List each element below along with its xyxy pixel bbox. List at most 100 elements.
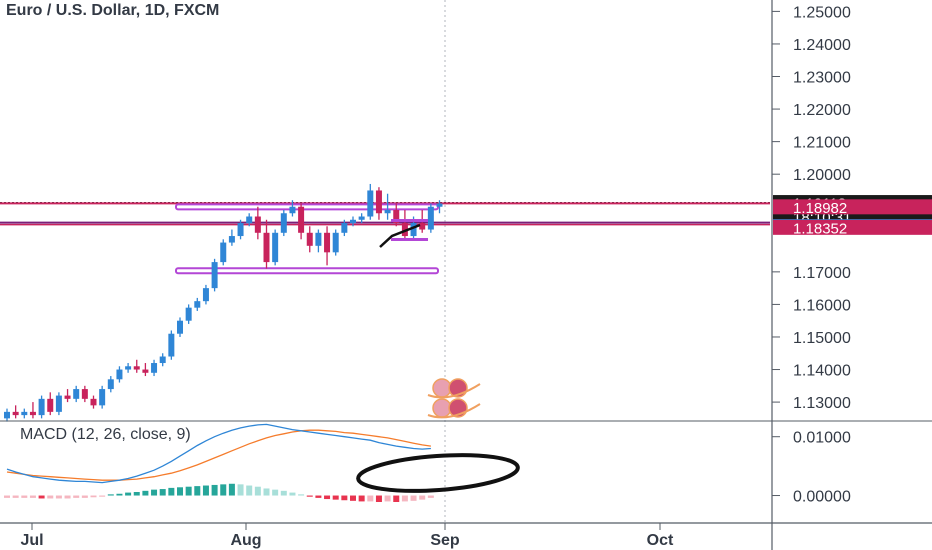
candle-body bbox=[324, 232, 331, 253]
candle-body bbox=[263, 232, 270, 263]
macd-line bbox=[6, 423, 431, 484]
macd-title: MACD (12, 26, close, 9) bbox=[20, 426, 191, 443]
macd-histogram-bar bbox=[202, 485, 209, 496]
price-label-text: 1.18352 bbox=[793, 220, 847, 237]
hand-drawn-stroke bbox=[379, 223, 421, 248]
candle-body bbox=[185, 307, 192, 321]
candle-body bbox=[81, 389, 88, 399]
macd-histogram-bar bbox=[64, 495, 71, 499]
zone-box-upper bbox=[175, 203, 439, 211]
time-tick-label: Oct bbox=[647, 532, 674, 549]
macd-histogram-bar bbox=[289, 492, 296, 496]
price-tick-label: 1.21000 bbox=[793, 135, 851, 152]
candle-body bbox=[393, 210, 400, 224]
chart-title: Euro / U.S. Dollar, 1D, FXCM bbox=[6, 2, 220, 19]
macd-histogram-bar bbox=[116, 493, 123, 496]
macd-histogram-bar bbox=[237, 484, 244, 496]
macd-tick-label: 0.00000 bbox=[793, 489, 851, 506]
time-tick-label: Jul bbox=[20, 532, 43, 549]
candle-body bbox=[436, 203, 443, 207]
macd-histogram-bar bbox=[47, 495, 54, 499]
macd-histogram-bar bbox=[133, 492, 140, 496]
macd-histogram-bar bbox=[73, 495, 80, 498]
macd-histogram-bar bbox=[220, 484, 227, 496]
candle-body bbox=[358, 216, 365, 220]
macd-histogram-bar bbox=[107, 494, 114, 496]
macd-histogram-bar bbox=[29, 495, 36, 498]
candle-body bbox=[168, 333, 175, 357]
macd-histogram-bar bbox=[38, 495, 45, 499]
candle-body bbox=[4, 411, 10, 419]
macd-histogram-bar bbox=[306, 495, 313, 497]
candle-body bbox=[151, 363, 158, 373]
candle-body bbox=[12, 411, 19, 416]
candle-body bbox=[177, 320, 183, 334]
time-tick-label: Sep bbox=[430, 532, 460, 549]
macd-histogram-bar bbox=[272, 489, 279, 496]
macd-histogram-bar bbox=[81, 495, 88, 498]
macd-histogram-bar bbox=[384, 495, 391, 502]
candle-body bbox=[332, 232, 339, 253]
macd-histogram-bar bbox=[367, 495, 374, 502]
price-tick-label: 1.16000 bbox=[793, 297, 851, 314]
macd-histogram-bar bbox=[185, 486, 192, 496]
macd-histogram-bar bbox=[324, 495, 331, 500]
time-axis: Jul Aug Sep Oct bbox=[0, 522, 932, 549]
price-tick-label: 1.22000 bbox=[793, 102, 851, 119]
macd-histogram-bar bbox=[99, 495, 106, 497]
candle-body bbox=[55, 395, 62, 412]
candle-body bbox=[410, 223, 417, 237]
price-tick-label: 1.24000 bbox=[793, 37, 851, 54]
macd-histogram-bar bbox=[21, 495, 28, 498]
price-tick-label: 1.15000 bbox=[793, 330, 851, 347]
price-label-box bbox=[773, 219, 932, 235]
macd-histogram-bar bbox=[168, 487, 175, 496]
candle-body bbox=[159, 356, 166, 364]
candle-body bbox=[211, 262, 218, 289]
macd-histogram-bar bbox=[298, 494, 305, 496]
candle-body bbox=[254, 216, 261, 233]
macd-histogram-bar bbox=[350, 495, 356, 501]
candle-body bbox=[202, 288, 209, 302]
macd-histogram-bar bbox=[401, 495, 408, 502]
candle-body bbox=[99, 389, 106, 406]
candle-body bbox=[350, 219, 356, 224]
macd-histogram-bar bbox=[55, 495, 62, 499]
macd-histogram-bar bbox=[419, 495, 426, 500]
flag-swoosh bbox=[427, 383, 481, 399]
macd-histogram-bar bbox=[177, 487, 183, 496]
price-label-box bbox=[773, 199, 932, 215]
macd-histogram-bar bbox=[375, 495, 382, 502]
candle-body bbox=[125, 366, 132, 370]
price-tick-label: 1.23000 bbox=[793, 70, 851, 87]
candle-body bbox=[64, 395, 71, 399]
macd-histogram-bar bbox=[332, 495, 339, 500]
candle-body bbox=[237, 223, 244, 237]
hand-drawn-circle bbox=[356, 453, 520, 493]
candle-body bbox=[427, 206, 434, 230]
macd-histogram-bar bbox=[263, 488, 270, 496]
time-tick-label: Aug bbox=[230, 532, 261, 549]
candle-body bbox=[401, 223, 408, 237]
macd-histogram-bar bbox=[151, 489, 158, 496]
price-pane bbox=[0, 0, 770, 523]
macd-histogram-bar bbox=[12, 495, 19, 498]
price-label-text: 1.18982 bbox=[793, 200, 847, 217]
event-flag-icon bbox=[427, 378, 481, 399]
macd-histogram-bar bbox=[159, 489, 166, 496]
candle-body bbox=[29, 411, 36, 416]
marker-box-bottom bbox=[391, 238, 428, 241]
drawing-annotations bbox=[356, 219, 520, 493]
candle-body bbox=[419, 223, 426, 230]
candle-body bbox=[289, 206, 296, 214]
price-tick-label: 1.17000 bbox=[793, 265, 851, 282]
macd-pane bbox=[0, 420, 772, 502]
candle-body bbox=[306, 232, 313, 246]
candle-body bbox=[133, 366, 140, 370]
macd-histogram-bar bbox=[254, 486, 261, 496]
macd-histogram-bar bbox=[90, 495, 97, 498]
macd-histogram-bar bbox=[228, 483, 235, 496]
candle-body bbox=[341, 223, 348, 233]
candle-body bbox=[367, 190, 374, 217]
